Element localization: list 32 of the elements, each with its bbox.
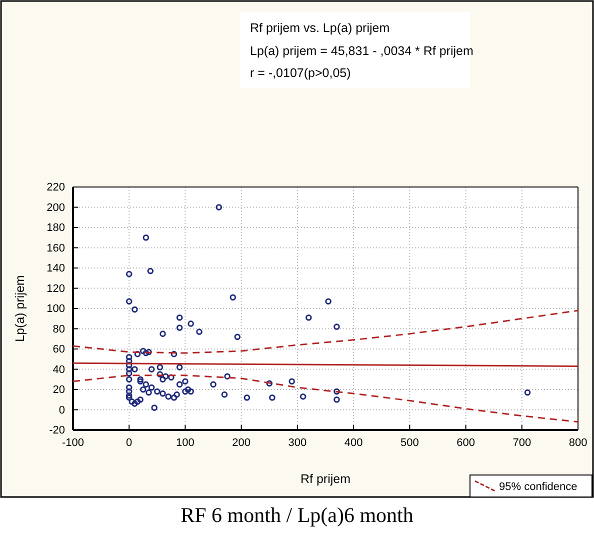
- x-tick-label: 800: [568, 436, 588, 449]
- x-tick-label: 300: [288, 436, 307, 449]
- y-tick-label: 200: [46, 202, 65, 214]
- text: RF 6 month / Lp(a)6 month: [180, 503, 414, 527]
- y-tick-label: 60: [52, 344, 65, 356]
- y-tick-label: 0: [58, 404, 65, 416]
- y-axis-title: Lp(a) prijem: [13, 275, 27, 342]
- x-tick-label: 100: [176, 436, 194, 449]
- y-tick-label: 160: [46, 242, 65, 254]
- line-series: [72, 374, 579, 423]
- y-tick-label: 180: [46, 222, 65, 234]
- text: r = -,0107(p>0,05): [250, 66, 351, 80]
- x-tick-label: 700: [512, 436, 532, 449]
- x-tick-label: 500: [400, 436, 419, 449]
- y-tick-label: 80: [52, 323, 65, 336]
- x-tick-label: -100: [62, 436, 84, 449]
- chart-title: Rf prijem vs. Lp(a) prijem: [250, 21, 390, 35]
- x-tick-label: 400: [344, 436, 363, 449]
- line-series: [72, 310, 579, 354]
- y-tick-label: 120: [46, 282, 65, 295]
- text: Lp(a) prijem = 45,831 - ,0034 * Rf prijem: [250, 44, 474, 58]
- x-tick-label: 200: [232, 436, 251, 449]
- x-tick-label: 600: [456, 436, 475, 449]
- y-tick-label: -20: [49, 424, 65, 437]
- y-tick-label: 40: [52, 364, 65, 376]
- legend-label: 95% confidence: [499, 481, 578, 493]
- x-axis-title: Rf prijem: [300, 472, 351, 486]
- y-tick-label: 140: [46, 262, 65, 275]
- y-tick-label: 100: [46, 303, 65, 316]
- x-tick-label: 0: [126, 436, 132, 449]
- y-tick-label: 20: [52, 384, 65, 396]
- y-tick-label: 220: [46, 182, 65, 194]
